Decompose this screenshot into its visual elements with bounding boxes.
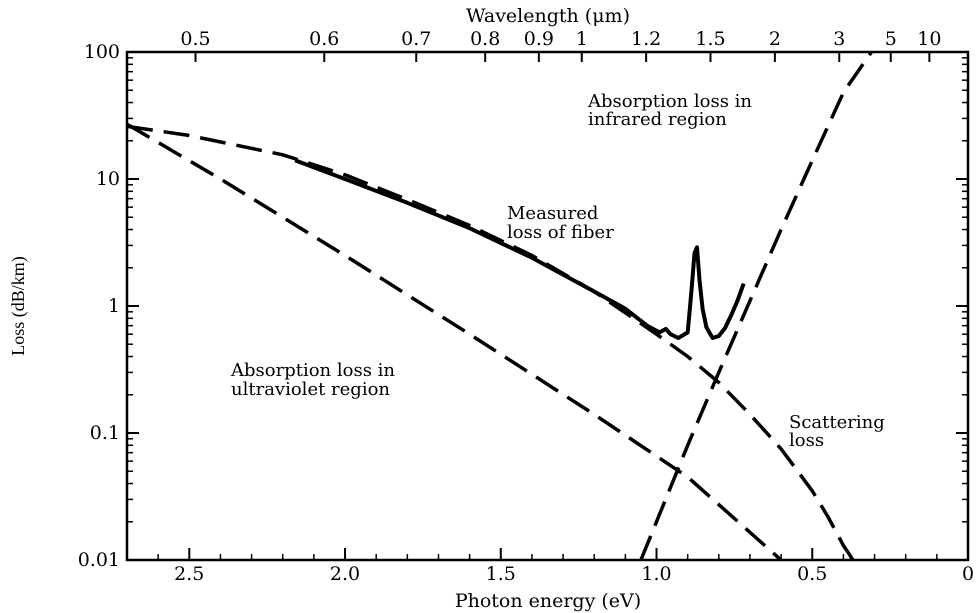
x-tick-label: 2.0 <box>330 563 360 585</box>
series-line-measured <box>294 158 746 340</box>
series-line-ir_absorption <box>639 51 873 561</box>
series-line-scattering <box>126 124 855 561</box>
annotation-ir-line1: Absorption loss in <box>587 91 752 112</box>
y-tick-label: 1 <box>108 295 120 317</box>
x2-tick-label: 0.8 <box>470 28 500 50</box>
x-axis-title: Photon energy (eV) <box>455 590 641 612</box>
x2-tick-label: 1.5 <box>695 28 725 50</box>
annotation-scattering-line2: loss <box>789 430 824 451</box>
x2-axis-title: Wavelength (μm) <box>466 5 630 27</box>
annotation-scattering-line1: Scattering <box>789 412 885 433</box>
x-tick-label: 1.0 <box>641 563 671 585</box>
x2-tick-label: 0.6 <box>309 28 339 50</box>
x-tick-label: 0 <box>962 563 974 585</box>
x2-tick-label: 10 <box>917 28 941 50</box>
x2-tick-label: 0.9 <box>524 28 554 50</box>
annotation-measured-line2: loss of fiber <box>507 222 614 243</box>
annotation-uv-line1: Absorption loss in <box>230 360 395 381</box>
y-axis-title: Loss (dB/km) <box>8 256 29 356</box>
annotation-ir-line2: infrared region <box>588 109 727 130</box>
x-tick-label: 2.5 <box>174 563 204 585</box>
annotation-measured-line1: Measured <box>507 203 598 224</box>
y-tick-label: 100 <box>84 41 120 63</box>
ticks-group: 0.01 0.1 1 10 100 2.5 2.0 1.5 1.0 0.5 0 0.5 0.6 0.7 0.… <box>78 28 974 585</box>
y-tick-label: 0.1 <box>90 422 120 444</box>
y-tick-label: 0.01 <box>78 549 120 571</box>
series-group <box>126 51 873 562</box>
x2-tick-label: 1.2 <box>631 28 661 50</box>
annotation-uv-line2: ultraviolet region <box>231 379 390 400</box>
x2-tick-label: 3 <box>833 28 845 50</box>
x-tick-label: 0.5 <box>797 563 827 585</box>
x-tick-label: 1.5 <box>486 563 516 585</box>
x2-tick-label: 1 <box>576 28 588 50</box>
y-tick-label: 10 <box>96 168 120 190</box>
x2-tick-label: 2 <box>769 28 781 50</box>
x2-tick-label: 0.7 <box>401 28 431 50</box>
x2-tick-label: 5 <box>885 28 897 50</box>
x2-tick-label: 0.5 <box>180 28 210 50</box>
